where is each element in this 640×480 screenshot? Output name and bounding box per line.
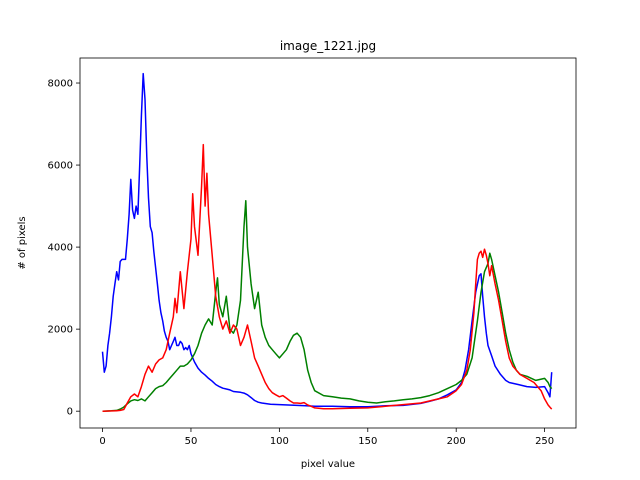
y-tick-label: 6000: [48, 161, 73, 172]
x-axis-label: pixel value: [301, 459, 355, 470]
plot-frame: [79, 57, 577, 429]
x-tick-label: 200: [447, 436, 466, 447]
chart-title: image_1221.jpg: [280, 39, 376, 53]
x-tick-label: 50: [185, 436, 198, 447]
plot-lines: [101, 72, 553, 412]
y-axis-label: # of pixels: [17, 216, 28, 269]
series-line-2: [102, 143, 553, 412]
y-tick-label: 4000: [48, 243, 73, 254]
x-tick-label: 250: [535, 436, 554, 447]
x-axis-ticks: 0 50 100 150 200 250: [99, 428, 554, 447]
x-tick-label: 0: [99, 436, 105, 447]
y-tick-label: 0: [67, 407, 73, 418]
x-tick-label: 150: [358, 436, 377, 447]
y-tick-label: 2000: [48, 325, 73, 336]
y-axis-ticks: 0 2000 4000 6000 8000: [48, 79, 80, 418]
series-line-1: [102, 199, 553, 412]
x-tick-label: 100: [270, 436, 289, 447]
y-tick-label: 8000: [48, 79, 73, 90]
